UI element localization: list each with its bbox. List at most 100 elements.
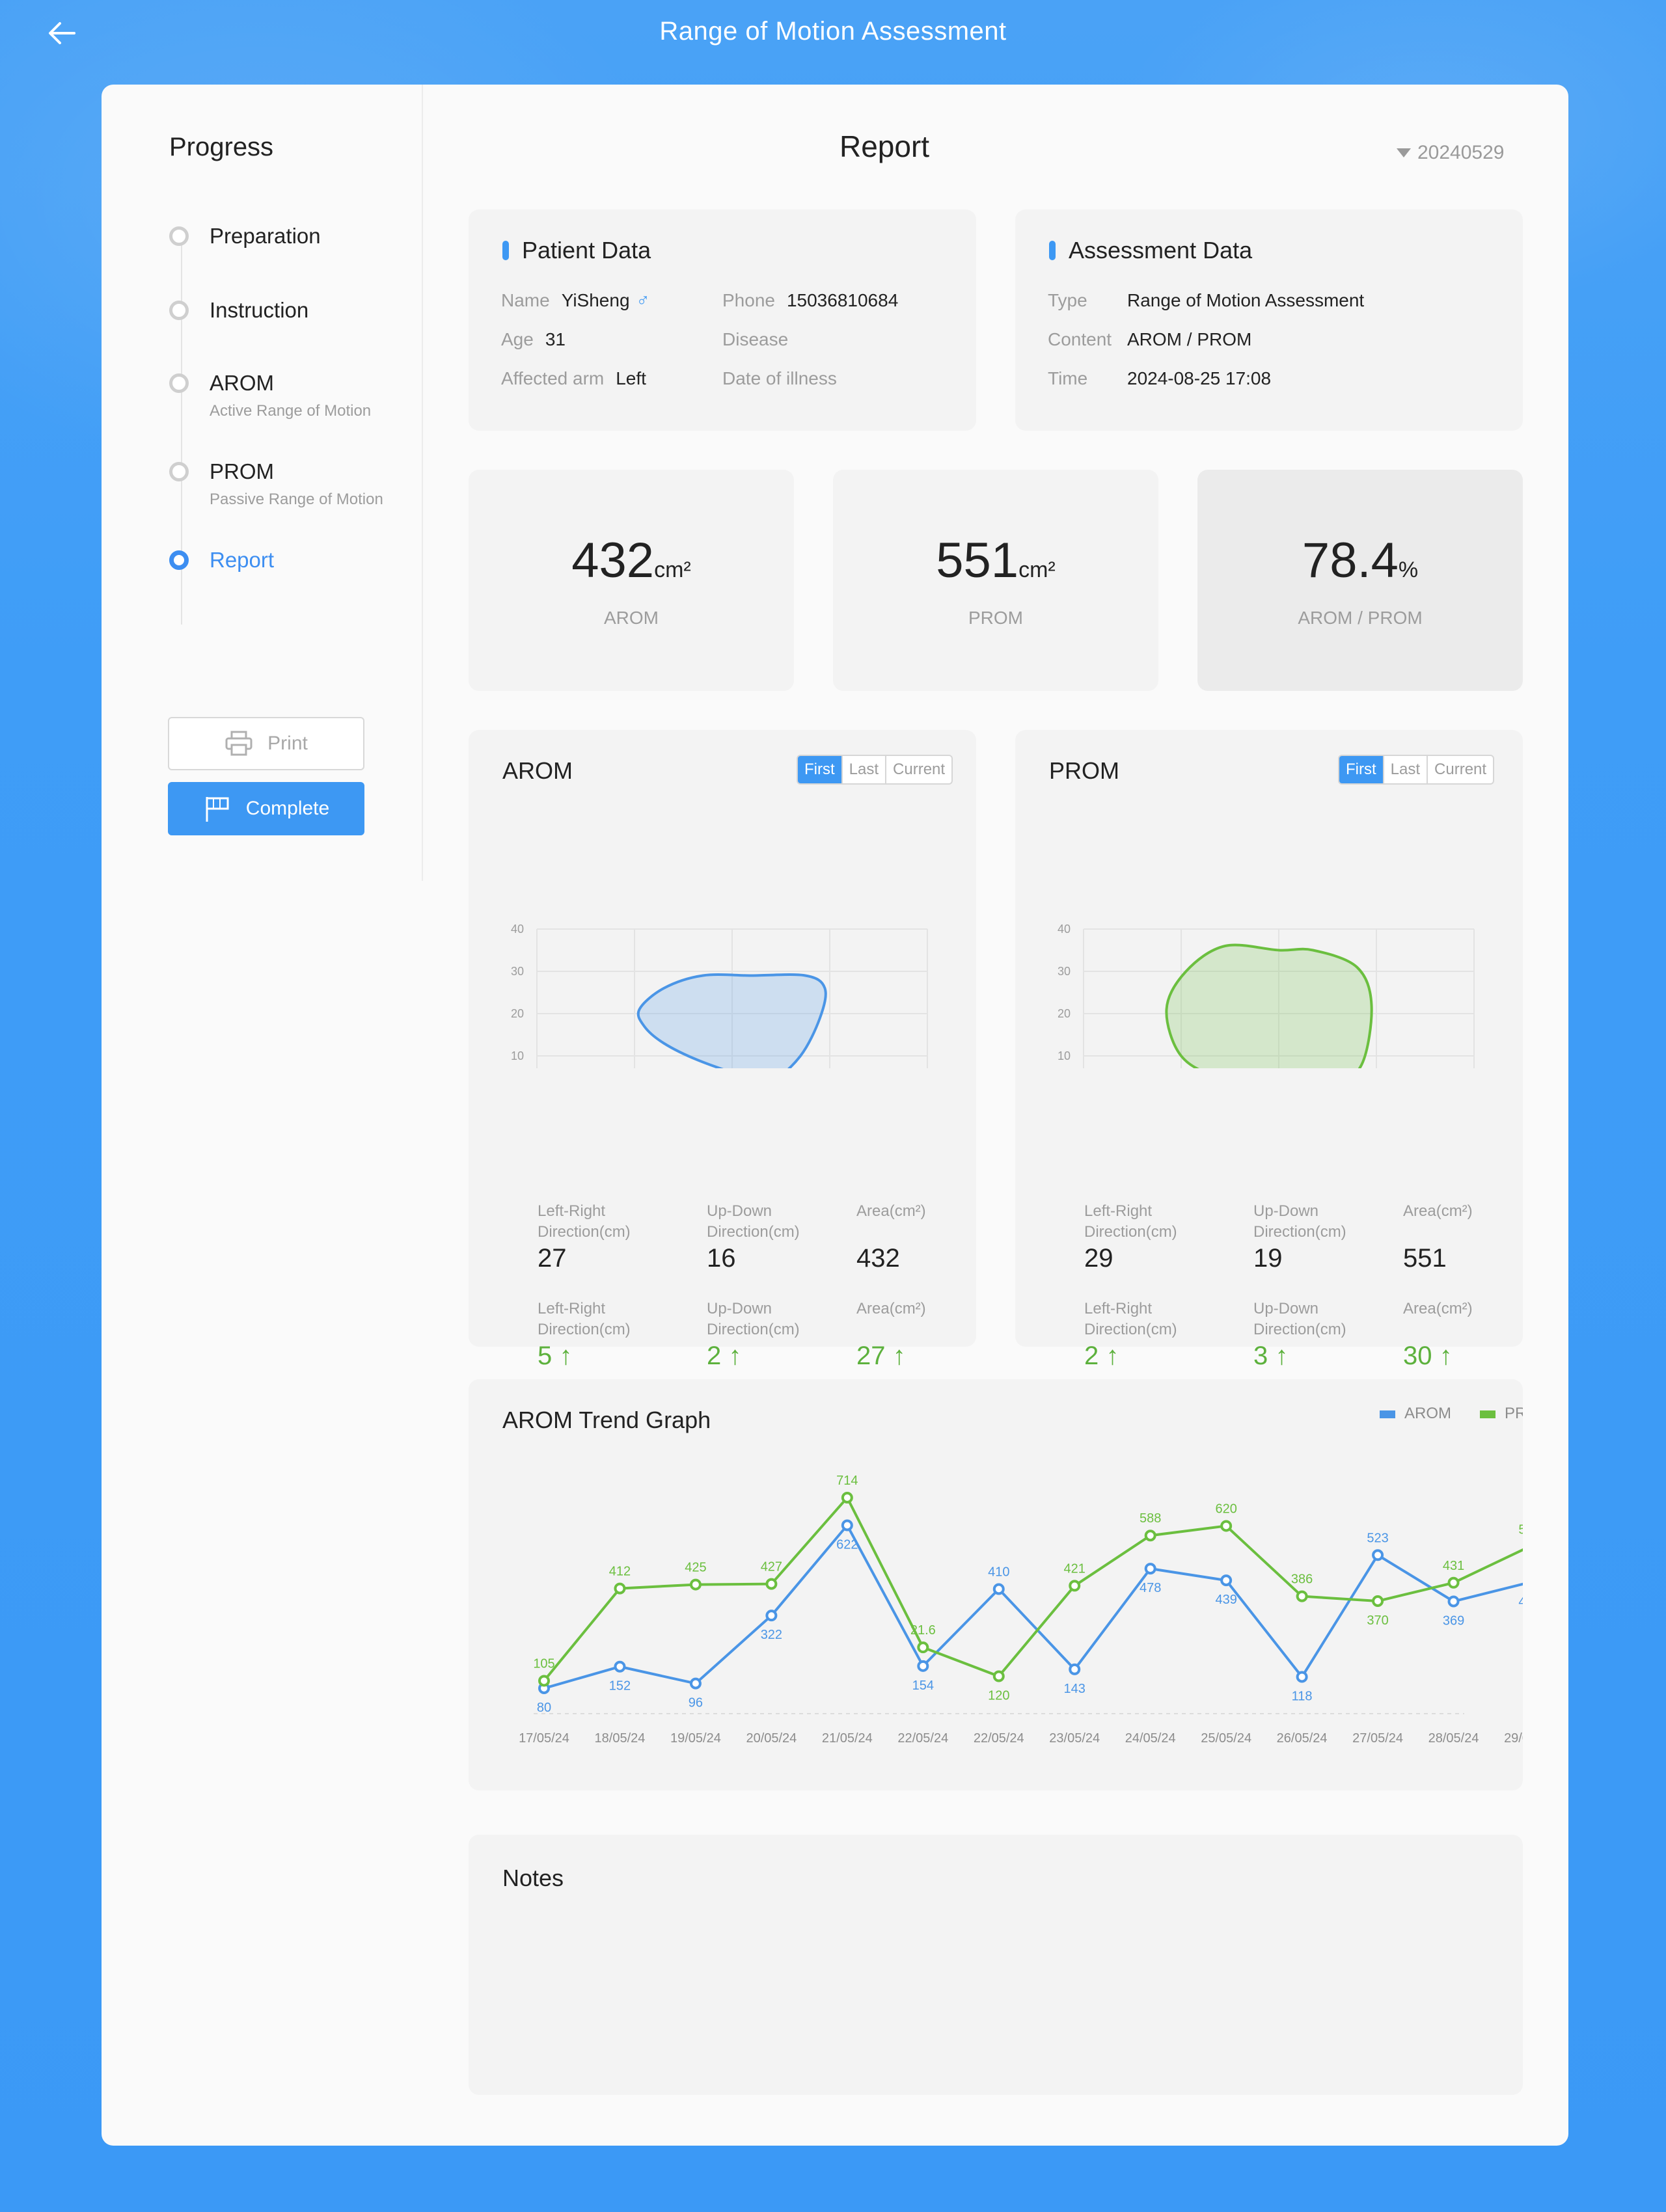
x-tick-label: 25/05/24 bbox=[1201, 1731, 1251, 1746]
data-label: 80 bbox=[537, 1701, 551, 1715]
data-label: 410 bbox=[988, 1565, 1009, 1580]
time-value: 2024-08-25 17:08 bbox=[1127, 368, 1272, 388]
progress-title: Progress bbox=[169, 133, 274, 161]
metric-label: Up-Down Direction(cm) bbox=[707, 1202, 800, 1241]
data-point bbox=[1144, 1563, 1156, 1575]
prom-change-lr: Left-Right Direction(cm) 2 ↑ bbox=[1084, 1299, 1227, 1371]
data-point bbox=[917, 1641, 929, 1654]
arom-area-stat-card: 432cm² AROM bbox=[469, 470, 794, 691]
data-label: 105 bbox=[533, 1656, 554, 1671]
printer-icon bbox=[225, 731, 253, 756]
range-of-motion-shape bbox=[1165, 943, 1373, 1068]
change-number: 3 bbox=[1253, 1342, 1268, 1370]
stat-unit: cm² bbox=[1018, 558, 1056, 582]
arrow-up-icon: ↑ bbox=[1275, 1342, 1289, 1370]
trend-graph-title: AROM Trend Graph bbox=[502, 1407, 711, 1433]
data-label: 431 bbox=[1443, 1559, 1464, 1573]
back-arrow-icon[interactable] bbox=[46, 17, 78, 49]
arom-change-ud: Up-Down Direction(cm) 2 ↑ bbox=[707, 1299, 850, 1371]
toggle-current[interactable]: Current bbox=[893, 761, 946, 778]
legend-swatch bbox=[1480, 1410, 1495, 1418]
change-number: 2 bbox=[1084, 1342, 1099, 1370]
metric-label: Up-Down Direction(cm) bbox=[1253, 1300, 1346, 1338]
x-tick-label: 23/05/24 bbox=[1049, 1731, 1100, 1746]
age-label: Age bbox=[501, 329, 534, 349]
x-tick-label: 29/05/24 bbox=[1504, 1731, 1523, 1746]
report-date-value: 20240529 bbox=[1417, 142, 1505, 163]
x-tick-label: 24/05/24 bbox=[1125, 1731, 1176, 1746]
patient-data-panel: Patient Data Name YiSheng ♂ Phone 150368106… bbox=[469, 209, 976, 431]
arom-shape-chart: 020406080010203040 bbox=[511, 923, 928, 1068]
patient-age: Age 31 bbox=[501, 329, 566, 350]
data-label: 551 bbox=[1518, 1522, 1523, 1537]
stat-value: 432cm² bbox=[469, 532, 794, 589]
change-number: 5 bbox=[538, 1342, 553, 1370]
patient-date-of-illness: Date of illness bbox=[722, 368, 849, 389]
type-value: Range of Motion Assessment bbox=[1127, 290, 1365, 310]
assessment-content: Content AROM / PROM bbox=[1048, 329, 1251, 350]
toggle-first[interactable]: First bbox=[1339, 756, 1384, 783]
dropdown-triangle-icon bbox=[1397, 148, 1411, 157]
data-label: 96 bbox=[689, 1696, 703, 1710]
prom-compare-toggle: First Last Current bbox=[1338, 755, 1495, 785]
x-tick-label: 26/05/24 bbox=[1277, 1731, 1328, 1746]
metric-label: Left-Right Direction(cm) bbox=[1084, 1202, 1177, 1241]
prom-area-stat-card: 551cm² PROM bbox=[833, 470, 1158, 691]
complete-button[interactable]: Complete bbox=[168, 782, 364, 835]
arrow-up-icon: ↑ bbox=[559, 1342, 573, 1370]
toggle-current[interactable]: Current bbox=[1434, 761, 1487, 778]
progress-sidebar: Progress Preparation Instruction AROM Ac… bbox=[102, 85, 423, 881]
step-label: Report bbox=[210, 548, 275, 572]
stat-value: 78.4% bbox=[1197, 532, 1523, 589]
patient-name: Name YiSheng ♂ bbox=[501, 290, 650, 311]
data-point bbox=[765, 1610, 778, 1622]
arm-label: Affected arm bbox=[501, 368, 605, 388]
metric-label: Area(cm²) bbox=[856, 1300, 926, 1317]
series-prom: 105 412 425 427 714 21.6 120 421 588 620 386 370 431… bbox=[533, 1474, 1523, 1703]
report-date-dropdown[interactable]: 20240529 bbox=[1397, 142, 1504, 164]
data-point bbox=[538, 1675, 550, 1687]
illness-label: Date of illness bbox=[722, 368, 837, 388]
y-tick-label: 20 bbox=[1058, 1007, 1071, 1020]
title-accent-bar bbox=[1049, 241, 1056, 260]
metric-label: Left-Right Direction(cm) bbox=[538, 1202, 631, 1241]
trend-graph-panel: AROM Trend Graph 17/05/24 18/05/24 19/05/2… bbox=[469, 1379, 1523, 1790]
step-label: Preparation bbox=[210, 224, 321, 248]
data-point bbox=[1372, 1549, 1384, 1561]
step-label: Instruction bbox=[210, 298, 309, 322]
change-number: 27 bbox=[856, 1342, 886, 1370]
prom-change-area: Area(cm²) 30 ↑ bbox=[1403, 1299, 1546, 1371]
metric-value: 16 bbox=[707, 1244, 736, 1273]
stat-number: 78.4 bbox=[1302, 533, 1399, 588]
type-label: Type bbox=[1048, 290, 1087, 310]
assessment-data-panel: Assessment Data Type Range of Motion Asse… bbox=[1015, 209, 1523, 431]
prom-metric-ud: Up-Down Direction(cm) 19 bbox=[1253, 1201, 1397, 1273]
data-label: 369 bbox=[1443, 1613, 1464, 1628]
complete-label: Complete bbox=[245, 798, 330, 819]
prom-chart-title: PROM bbox=[1049, 757, 1119, 784]
toggle-last[interactable]: Last bbox=[843, 756, 887, 783]
toggle-last[interactable]: Last bbox=[1384, 756, 1428, 783]
step-dot-icon bbox=[169, 301, 189, 320]
y-tick-label: 30 bbox=[511, 965, 524, 978]
metric-label: Left-Right Direction(cm) bbox=[538, 1300, 631, 1338]
data-point bbox=[1144, 1530, 1156, 1542]
data-label: 152 bbox=[609, 1679, 631, 1693]
data-label: 425 bbox=[685, 1561, 706, 1575]
x-tick-label: 21/05/24 bbox=[822, 1731, 873, 1746]
data-point bbox=[917, 1660, 929, 1672]
data-point bbox=[1296, 1590, 1308, 1602]
data-point bbox=[1447, 1595, 1460, 1608]
change-value: 27 ↑ bbox=[856, 1342, 1000, 1371]
data-label: 322 bbox=[761, 1628, 782, 1642]
print-button[interactable]: Print bbox=[168, 717, 364, 770]
male-icon: ♂ bbox=[636, 290, 650, 310]
name-label: Name bbox=[501, 290, 550, 310]
data-label: 421 bbox=[1064, 1561, 1086, 1576]
x-tick-label: 22/05/24 bbox=[897, 1731, 948, 1746]
metric-value: 29 bbox=[1084, 1244, 1113, 1273]
toggle-first[interactable]: First bbox=[798, 756, 843, 783]
y-tick-label: 40 bbox=[1058, 923, 1071, 936]
step-dot-icon bbox=[169, 462, 189, 481]
y-tick-label: 10 bbox=[1058, 1049, 1071, 1062]
